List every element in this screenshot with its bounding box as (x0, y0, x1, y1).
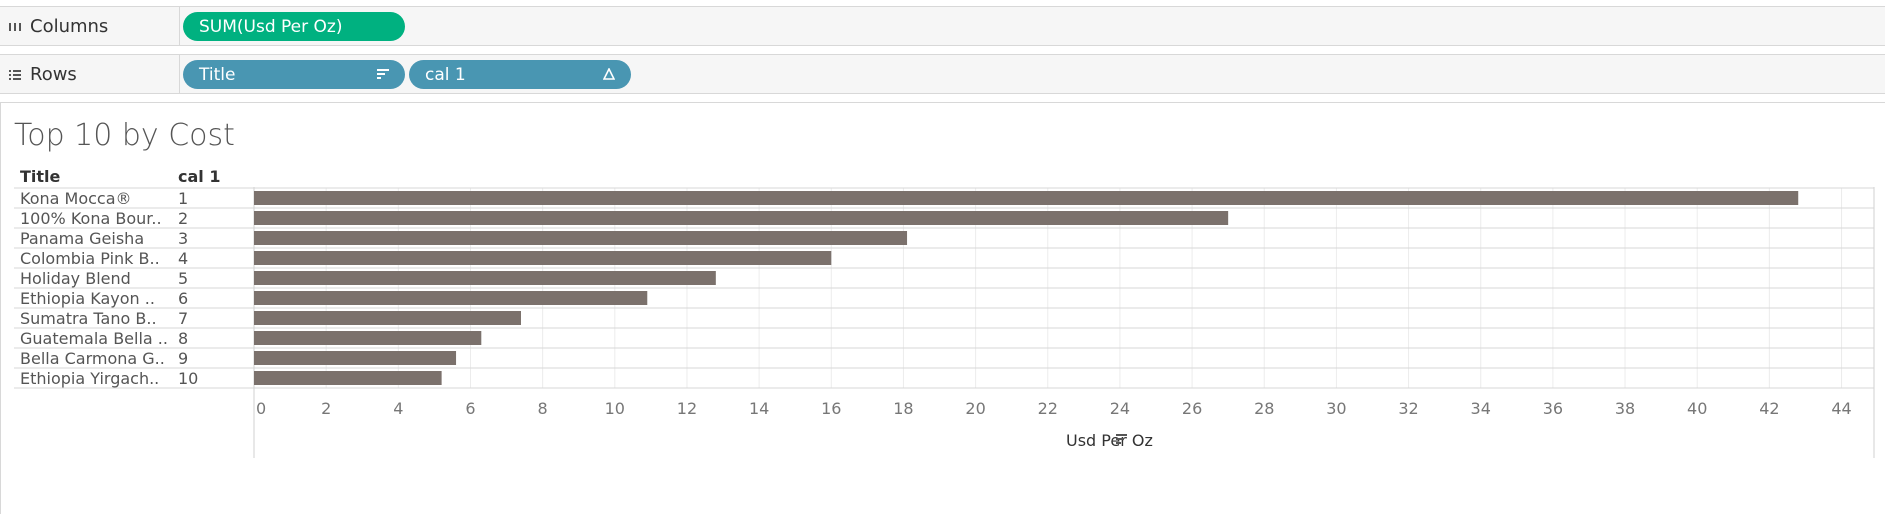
rank-row-label: 10 (178, 369, 198, 388)
x-tick-label: 44 (1831, 399, 1851, 418)
title-row-label[interactable]: Guatemala Bella .. (20, 329, 168, 348)
delta-icon (601, 66, 617, 82)
x-tick-label: 30 (1326, 399, 1346, 418)
title-row-label[interactable]: Sumatra Tano B.. (20, 309, 157, 328)
x-tick-label: 28 (1254, 399, 1274, 418)
chart-title: Top 10 by Cost (14, 118, 235, 153)
title-row-label[interactable]: Ethiopia Kayon .. (20, 289, 155, 308)
title-row-label[interactable]: Kona Mocca® (20, 189, 132, 208)
x-tick-label: 20 (965, 399, 985, 418)
bar[interactable] (254, 211, 1229, 225)
pill-label: Title (199, 64, 236, 85)
bar[interactable] (254, 191, 1799, 205)
x-tick-label: 42 (1759, 399, 1779, 418)
rows-icon (8, 68, 30, 80)
bars-layer (254, 191, 1799, 385)
rows-layer: Kona Mocca® 1 100% Kona Bour.. 2 Panama Geis… (20, 189, 198, 388)
bar[interactable] (254, 251, 832, 265)
columns-shelf-header: Columns (0, 7, 180, 45)
rank-row-label: 2 (178, 209, 188, 228)
title-column-header[interactable]: Title (20, 167, 61, 186)
sort-icon[interactable] (375, 66, 391, 82)
x-tick-label: 8 (538, 399, 548, 418)
x-tick-label: 18 (893, 399, 913, 418)
x-tick-label: 40 (1687, 399, 1707, 418)
rank-row-label: 5 (178, 269, 188, 288)
title-row-label[interactable]: Ethiopia Yirgach.. (20, 369, 159, 388)
rank-row-label: 7 (178, 309, 188, 328)
rank-row-label: 9 (178, 349, 188, 368)
axis-sort-icon[interactable] (1116, 434, 1127, 444)
rows-shelf: Rows Title cal 1 (0, 54, 1885, 94)
bar[interactable] (254, 331, 482, 345)
x-tick-label: 34 (1471, 399, 1491, 418)
x-tick-label: 38 (1615, 399, 1635, 418)
title-row-label[interactable]: 100% Kona Bour.. (20, 209, 162, 228)
x-tick-label: 32 (1398, 399, 1418, 418)
x-axis-title[interactable]: Usd Per Oz (1066, 431, 1153, 450)
title-row-label[interactable]: Bella Carmona G.. (20, 349, 165, 368)
title-pill[interactable]: Title (183, 60, 405, 89)
x-tick-label: 0 (256, 399, 266, 418)
bar[interactable] (254, 231, 908, 245)
cal-1-pill[interactable]: cal 1 (409, 60, 631, 89)
x-tick-label: 2 (321, 399, 331, 418)
rows-shelf-label: Rows (30, 63, 77, 85)
title-row-label[interactable]: Colombia Pink B.. (20, 249, 160, 268)
rank-row-label: 3 (178, 229, 188, 248)
pill-label: SUM(Usd Per Oz) (199, 16, 343, 37)
rank-row-label: 6 (178, 289, 188, 308)
rank-row-label: 1 (178, 189, 188, 208)
bar[interactable] (254, 271, 716, 285)
x-tick-label: 24 (1110, 399, 1130, 418)
row-header-layer: Title cal 1 (20, 167, 220, 186)
bar[interactable] (254, 351, 457, 365)
x-tick-label: 10 (605, 399, 625, 418)
title-row-label[interactable]: Panama Geisha (20, 229, 144, 248)
x-tick-label: 12 (677, 399, 697, 418)
bar[interactable] (254, 311, 521, 325)
rank-row-label: 4 (178, 249, 188, 268)
x-tick-label: 6 (465, 399, 475, 418)
bar[interactable] (254, 371, 442, 385)
title-row-label[interactable]: Holiday Blend (20, 269, 131, 288)
x-tick-label: 22 (1038, 399, 1058, 418)
x-tick-label: 14 (749, 399, 769, 418)
columns-shelf: Columns SUM(Usd Per Oz) (0, 6, 1885, 46)
x-tick-label: 4 (393, 399, 403, 418)
rank-row-label: 8 (178, 329, 188, 348)
x-axis-layer: 0 2 4 6 8 10 12 14 16 18 20 22 24 26 28 30 32 34 36 38 40 42 4… (256, 399, 1852, 418)
sum-usd-per-oz-pill[interactable]: SUM(Usd Per Oz) (183, 12, 405, 41)
columns-icon (8, 20, 30, 32)
columns-shelf-label: Columns (30, 15, 109, 37)
x-tick-label: 16 (821, 399, 841, 418)
x-tick-label: 36 (1543, 399, 1563, 418)
x-tick-label: 26 (1182, 399, 1202, 418)
pill-label: cal 1 (425, 64, 466, 85)
rows-shelf-header: Rows (0, 55, 180, 93)
bar[interactable] (254, 291, 648, 305)
cal-1-column-header[interactable]: cal 1 (178, 167, 220, 186)
